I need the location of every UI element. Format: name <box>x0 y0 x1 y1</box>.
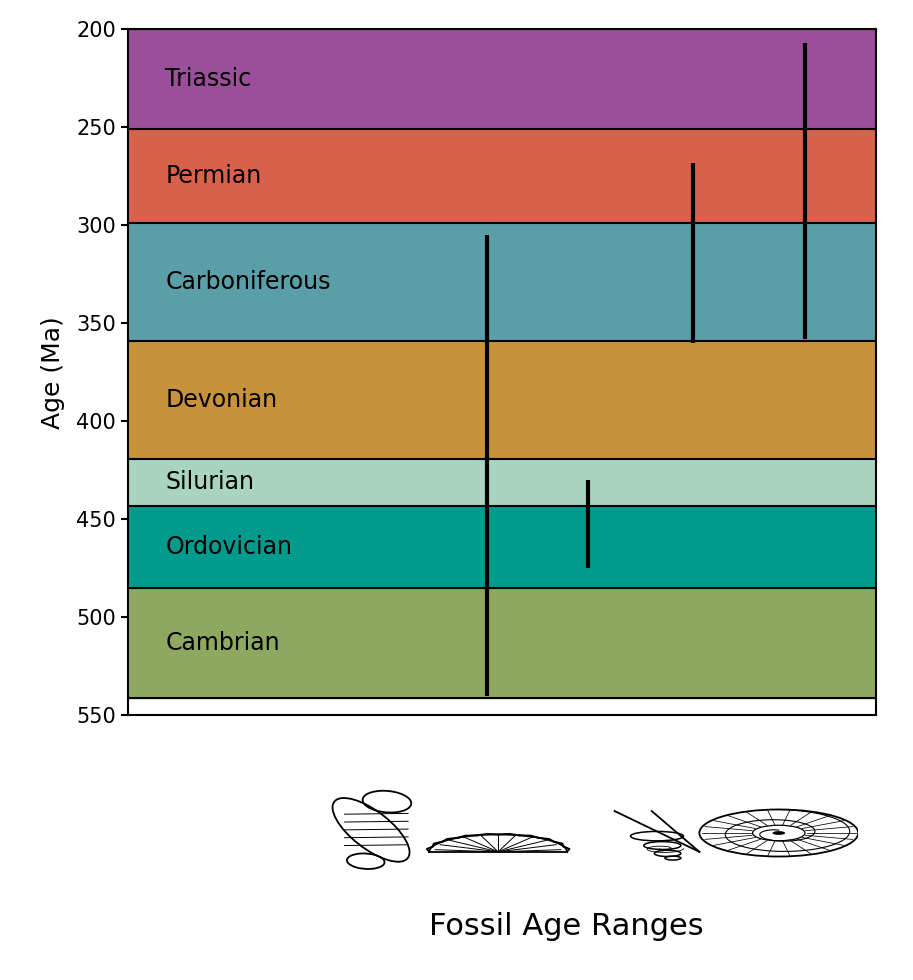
Text: Ordovician: Ordovician <box>165 535 292 559</box>
Circle shape <box>772 831 785 835</box>
Text: Cambrian: Cambrian <box>165 631 280 655</box>
Bar <box>128 129 876 223</box>
Bar <box>128 29 876 129</box>
Text: Fossil Age Ranges: Fossil Age Ranges <box>429 911 703 941</box>
Text: Carboniferous: Carboniferous <box>165 270 331 294</box>
Text: Triassic: Triassic <box>165 68 251 91</box>
Bar <box>128 223 876 341</box>
Text: Silurian: Silurian <box>165 470 254 494</box>
Text: Permian: Permian <box>165 165 261 188</box>
Text: Devonian: Devonian <box>165 388 278 412</box>
Bar <box>128 506 876 588</box>
Bar <box>128 459 876 506</box>
Bar <box>128 341 876 459</box>
Bar <box>128 588 876 698</box>
Y-axis label: Age (Ma): Age (Ma) <box>41 316 65 429</box>
